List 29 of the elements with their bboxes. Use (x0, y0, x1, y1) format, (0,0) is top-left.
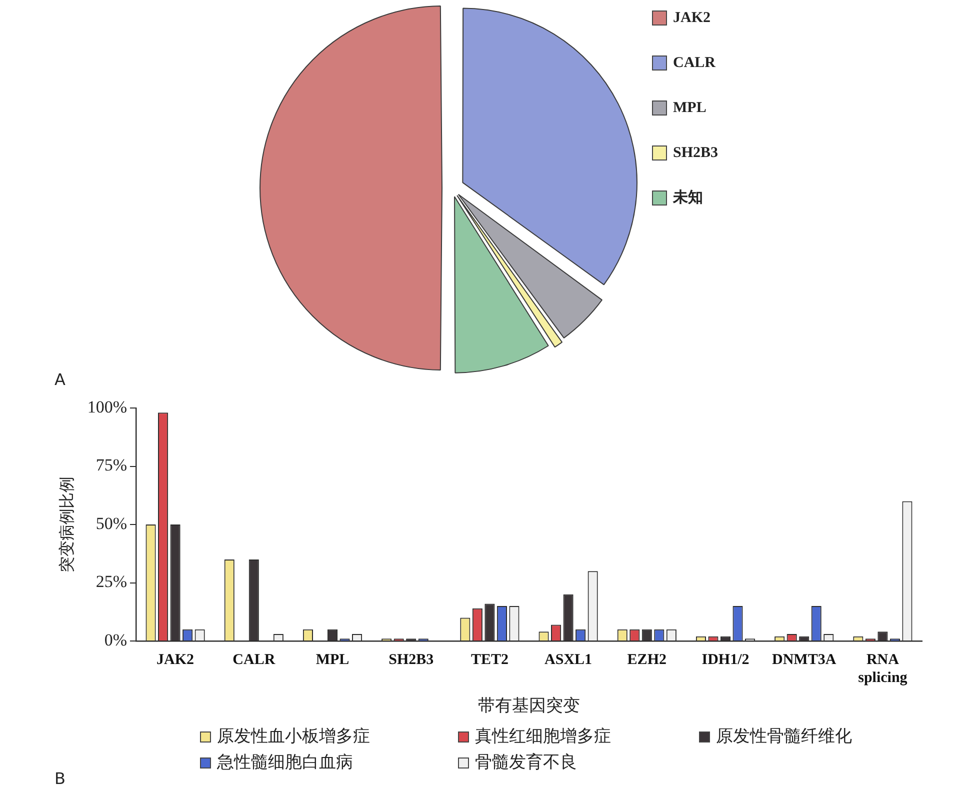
text: A (54, 370, 66, 389)
x-tick-label: ASXL1 (544, 652, 592, 668)
legend-label: 原发性血小板增多症 (217, 726, 370, 746)
y-tick-label: 75% (96, 456, 127, 475)
legend-label: JAK2 (673, 10, 710, 26)
x-tick-label: MPL (316, 652, 350, 668)
legend-label: 急性髓细胞白血病 (216, 752, 353, 772)
x-tick-label: DNMT3A (772, 652, 836, 668)
y-tick-label: 0% (104, 630, 127, 650)
legend-label: MPL (673, 100, 706, 116)
x-tick-label: TET2 (470, 652, 508, 668)
legend-label: 原发性骨髓纤维化 (716, 726, 852, 746)
legend-label: 骨髓发育不良 (475, 752, 577, 772)
y-tick-label: 25% (96, 572, 127, 592)
y-tick-label: 50% (96, 514, 127, 533)
x-tick-label: CALR (232, 652, 276, 668)
y-tick-label: 100% (87, 397, 127, 416)
x-tick-label: SH2B3 (388, 652, 434, 668)
text: B (54, 769, 66, 788)
x-axis-title: 带有基因突变 (478, 696, 580, 716)
legend-label: CALR (673, 54, 716, 71)
x-tick-label: RNA splicing (858, 652, 908, 686)
x-tick-label: JAK2 (156, 652, 194, 668)
x-tick-label: IDH1/2 (702, 652, 750, 668)
legend-label: 真性红细胞增多症 (475, 726, 611, 746)
y-axis-title: 突变病例比例 (56, 476, 76, 572)
legend-label: SH2B3 (673, 144, 718, 161)
x-tick-label: EZH2 (627, 652, 666, 668)
legend-label: 未知 (672, 188, 703, 206)
